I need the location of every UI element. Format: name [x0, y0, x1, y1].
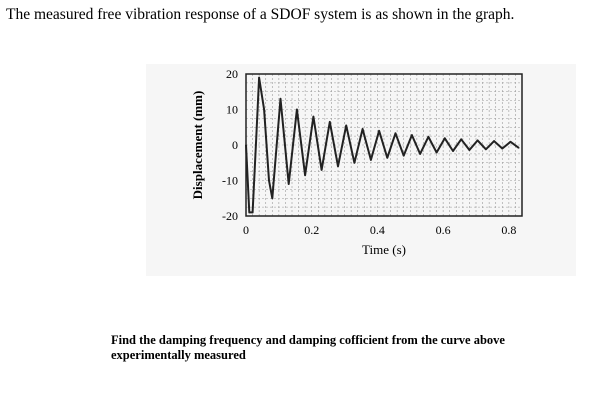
y-tick-label: -10	[222, 174, 238, 188]
data-point	[517, 147, 520, 149]
data-point	[279, 98, 282, 100]
data-point	[304, 174, 306, 176]
data-point	[443, 137, 446, 140]
data-point	[427, 136, 430, 138]
data-point	[312, 115, 315, 118]
data-point	[370, 159, 372, 161]
data-point	[386, 156, 389, 159]
x-axis-label: Time (s)	[362, 242, 406, 257]
data-point	[435, 151, 438, 154]
y-tick-label: -20	[222, 209, 238, 223]
data-point	[493, 140, 495, 142]
data-point	[460, 138, 463, 141]
data-point	[394, 132, 397, 135]
series-line	[245, 76, 520, 214]
data-point	[485, 148, 487, 151]
x-tick-label: 0.2	[304, 223, 319, 237]
data-point	[501, 147, 504, 150]
x-tick-label: 0.4	[370, 223, 385, 237]
data-point	[255, 144, 257, 146]
data-point	[378, 130, 380, 132]
data-point	[263, 108, 265, 111]
figure-background	[146, 64, 576, 276]
data-point	[509, 141, 512, 143]
data-point	[411, 134, 413, 136]
data-point	[452, 150, 454, 152]
data-point	[271, 197, 274, 200]
question-text: The measured free vibration response of …	[6, 6, 515, 23]
data-point	[361, 128, 364, 130]
data-point	[337, 165, 339, 168]
data-point	[345, 124, 348, 127]
task-text: Find the damping frequency and damping c…	[111, 333, 505, 362]
y-tick-label: 0	[232, 138, 238, 152]
data-point	[248, 211, 251, 214]
data-point	[402, 154, 405, 157]
x-axis-ticks: 0 0.2 0.4 0.6 0.8	[243, 223, 516, 237]
data-point	[258, 76, 260, 79]
data-point	[353, 161, 356, 164]
x-tick-label: 0.6	[436, 223, 451, 237]
data-point	[320, 169, 323, 171]
y-axis-label: Displacement (mm)	[190, 91, 205, 200]
data-point	[245, 144, 247, 146]
data-point	[419, 153, 421, 155]
data-point	[468, 149, 471, 151]
data-point	[251, 211, 254, 214]
data-point	[268, 179, 270, 182]
displacement-chart: 20 10 0 -10 -20 0 0.2 0.4 0.6 0.8 Time (s) Displ…	[190, 67, 523, 257]
data-point	[476, 139, 479, 142]
data-points	[245, 76, 520, 214]
y-tick-label: 20	[226, 67, 238, 81]
x-tick-label: 0	[243, 223, 249, 237]
data-point	[328, 121, 331, 123]
y-axis-ticks: 20 10 0 -10 -20	[222, 67, 238, 223]
data-point	[287, 183, 290, 185]
y-tick-label: 10	[226, 103, 238, 117]
x-tick-label: 0.8	[501, 223, 516, 237]
data-point	[296, 108, 298, 111]
